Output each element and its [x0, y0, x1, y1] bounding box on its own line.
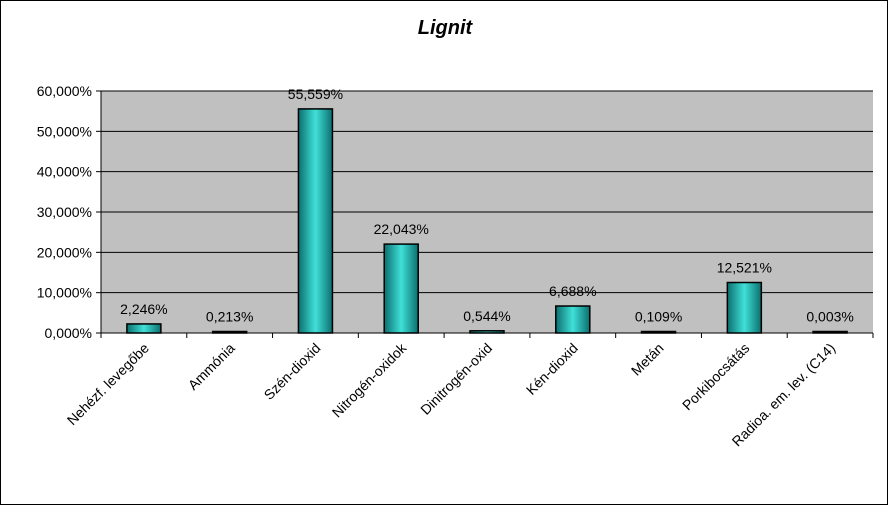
- bar: [555, 305, 591, 334]
- data-label: 22,043%: [374, 221, 429, 237]
- x-tick-label: Porkibocsátás: [679, 340, 752, 413]
- bar: [812, 330, 848, 334]
- x-tick-label: Kén-dioxid: [523, 340, 581, 398]
- data-label: 6,688%: [549, 283, 596, 299]
- bar: [297, 108, 334, 334]
- bar: [211, 330, 248, 334]
- bar: [469, 330, 505, 334]
- y-tick-label: 60,000%: [37, 83, 92, 99]
- y-tick-label: 30,000%: [37, 204, 92, 220]
- data-label: 0,003%: [806, 309, 853, 325]
- bar: [126, 323, 162, 334]
- x-tick-label: Metán: [628, 340, 667, 379]
- y-axis-ticks: 0,000% 10,000% 20,000% 30,000% 40,000% 50,000…: [37, 83, 101, 341]
- chart-title: Lignit: [418, 17, 474, 39]
- y-tick-label: 50,000%: [37, 123, 92, 139]
- x-tick-label: Ammónia: [185, 340, 238, 393]
- data-label: 2,246%: [120, 301, 167, 317]
- x-axis-ticks: Nehézf. levegőbe Ammónia Szén-dioxid Nitrog…: [64, 333, 874, 449]
- data-label: 55,559%: [288, 86, 343, 102]
- data-label: 12,521%: [717, 259, 772, 275]
- x-tick-label: Nitrogén-oxidok: [329, 339, 410, 420]
- data-label: 0,213%: [206, 309, 253, 325]
- bars: [126, 108, 848, 334]
- gridlines: [101, 90, 873, 294]
- data-label: 0,544%: [463, 308, 510, 324]
- y-tick-label: 10,000%: [37, 285, 92, 301]
- y-tick-label: 0,000%: [45, 325, 92, 341]
- data-label: 0,109%: [635, 309, 682, 325]
- bar: [640, 330, 677, 334]
- x-tick-label: Szén-dioxid: [261, 340, 324, 403]
- y-tick-label: 20,000%: [37, 244, 92, 260]
- bar: [383, 243, 419, 334]
- bar: [726, 281, 763, 334]
- data-labels: 2,246% 0,213% 55,559% 22,043% 0,544% 6,688% 0,…: [120, 86, 854, 325]
- x-tick-label: Nehézf. levegőbe: [64, 340, 153, 429]
- y-tick-label: 40,000%: [37, 164, 92, 180]
- x-tick-label: Dinitrogén-oxid: [417, 340, 495, 418]
